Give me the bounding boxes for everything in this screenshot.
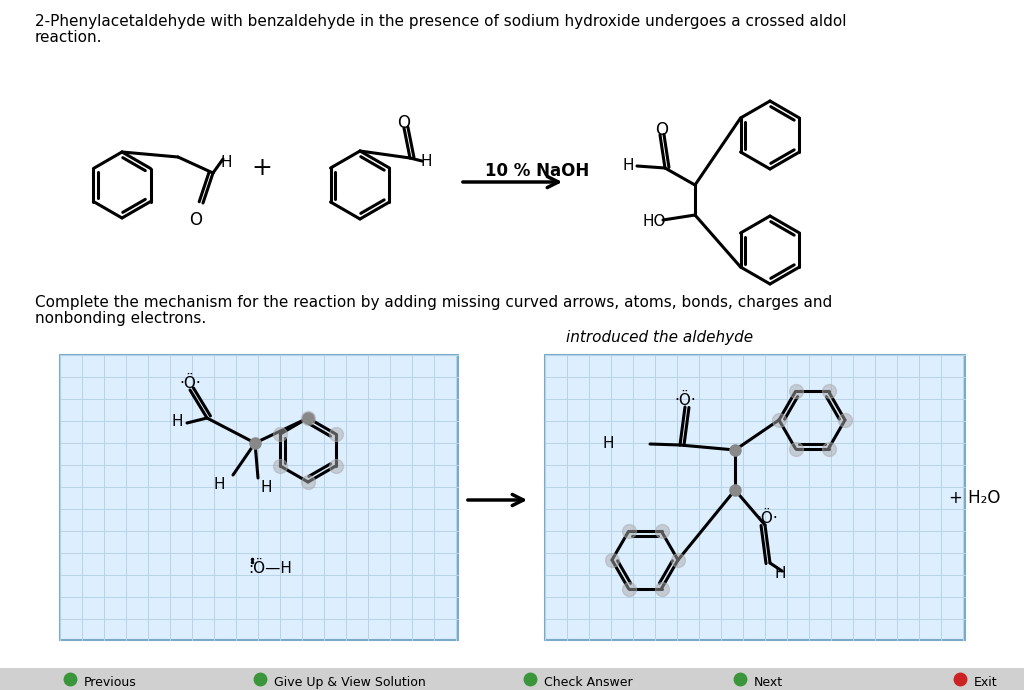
Text: Check Answer: Check Answer [544, 676, 633, 689]
Text: Next: Next [754, 676, 783, 689]
Text: ·Ö·: ·Ö· [674, 393, 696, 408]
Text: Exit: Exit [974, 676, 997, 689]
Text: H: H [213, 477, 225, 492]
Text: reaction.: reaction. [35, 30, 102, 45]
Text: +: + [252, 156, 272, 180]
Text: introduced the aldehyde: introduced the aldehyde [566, 330, 754, 345]
Text: H: H [260, 480, 271, 495]
Text: Give Up & View Solution: Give Up & View Solution [274, 676, 426, 689]
Text: nonbonding electrons.: nonbonding electrons. [35, 311, 206, 326]
Text: H: H [775, 566, 786, 581]
Text: H: H [623, 157, 634, 172]
Text: H: H [221, 155, 232, 170]
Text: H: H [171, 415, 183, 429]
Text: H: H [420, 155, 431, 170]
Text: ·Ö·: ·Ö· [179, 376, 201, 391]
Text: 2-Phenylacetaldehyde with benzaldehyde in the presence of sodium hydroxide under: 2-Phenylacetaldehyde with benzaldehyde i… [35, 14, 847, 29]
Text: O: O [655, 121, 669, 139]
Bar [545, 355, 965, 640]
Bar [0, 668, 1024, 690]
Bar [60, 355, 458, 640]
Text: H: H [602, 435, 614, 451]
Text: + H₂O: + H₂O [949, 489, 1000, 507]
Text: 10 % NaOH: 10 % NaOH [485, 162, 589, 180]
Text: Previous: Previous [84, 676, 137, 689]
Text: O: O [397, 114, 411, 132]
Text: O: O [189, 211, 202, 229]
Text: Complete the mechanism for the reaction by adding missing curved arrows, atoms, : Complete the mechanism for the reaction … [35, 295, 833, 310]
Text: ·Ö·: ·Ö· [756, 511, 778, 526]
Text: :Ö—H: :Ö—H [248, 560, 292, 575]
Text: HO: HO [642, 215, 666, 230]
